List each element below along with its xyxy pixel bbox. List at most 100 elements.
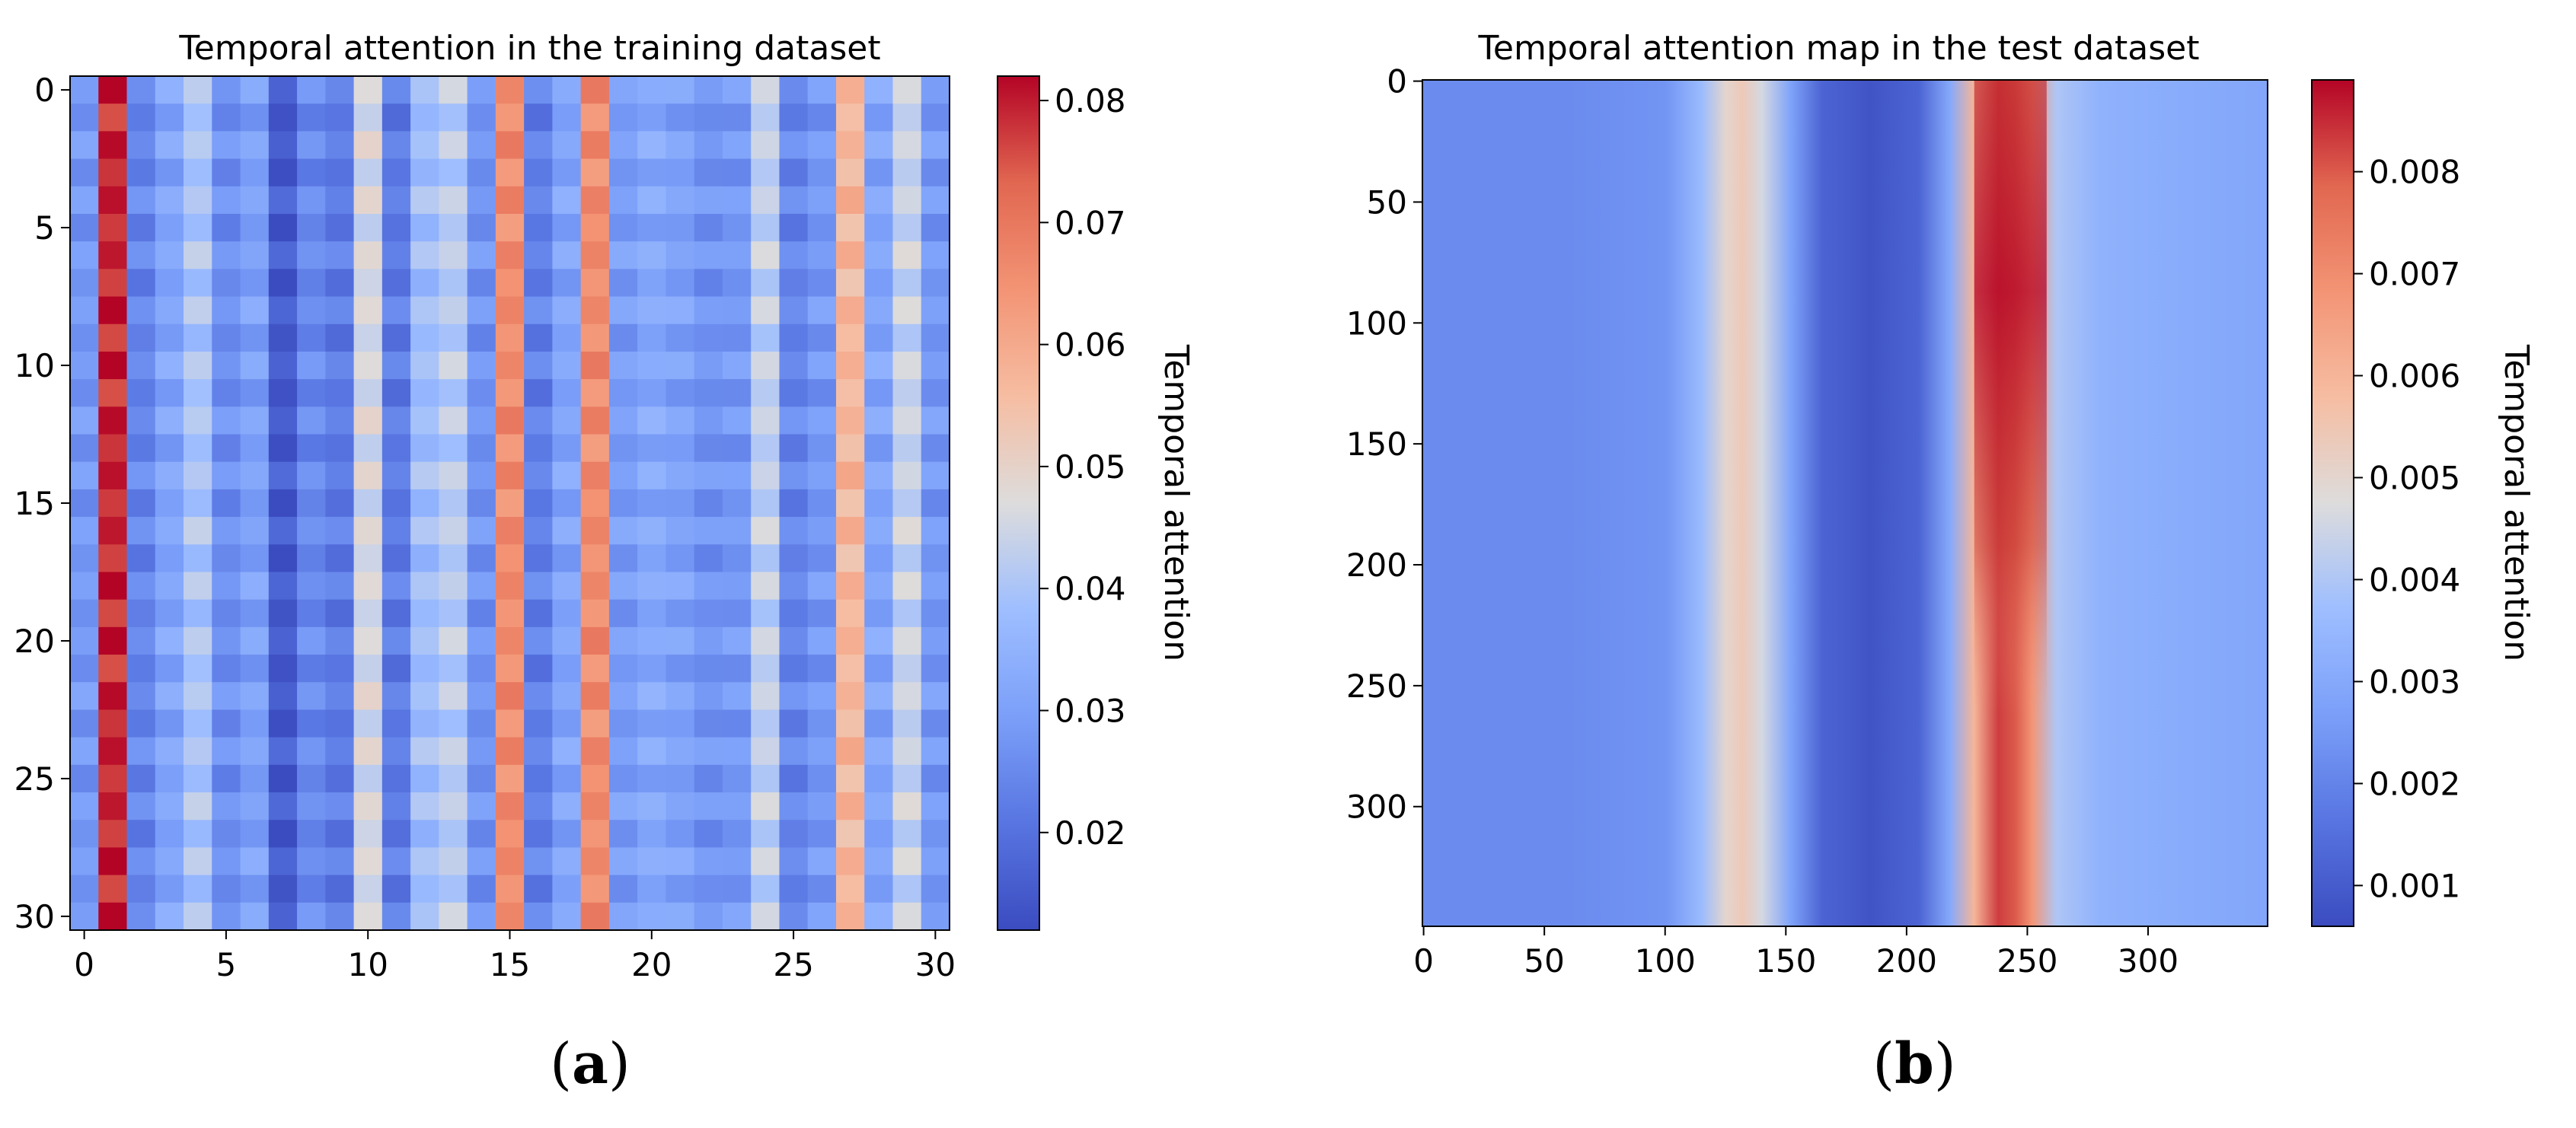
heatmap-cell xyxy=(608,764,638,793)
heatmap-cell xyxy=(666,489,695,518)
heatmap-cell xyxy=(495,517,525,545)
heatmap-cell xyxy=(155,434,184,463)
heatmap-cell xyxy=(552,737,582,766)
heatmap-cell xyxy=(70,131,99,160)
heatmap-cell xyxy=(835,572,865,601)
heatmap-cell xyxy=(297,902,326,931)
x-tick-label: 200 xyxy=(1876,942,1937,980)
heatmap-cell xyxy=(892,847,922,876)
heatmap-cell xyxy=(779,655,809,683)
heatmap-cell xyxy=(835,186,865,215)
heatmap-cell xyxy=(297,186,326,215)
heatmap-cell xyxy=(580,599,610,628)
heatmap-cell xyxy=(70,241,99,269)
heatmap-cell xyxy=(666,104,695,132)
heatmap-cell xyxy=(495,379,525,407)
heatmap-cell xyxy=(184,655,212,683)
heatmap-cell xyxy=(892,489,922,518)
heatmap-cell xyxy=(98,461,128,490)
heatmap-cell xyxy=(722,737,752,766)
heatmap-cell xyxy=(325,241,355,269)
heatmap-cell xyxy=(467,489,496,518)
heatmap-cell xyxy=(212,241,241,269)
heatmap-cell xyxy=(467,186,496,215)
heatmap-cell xyxy=(751,626,780,655)
x-tick-label: 10 xyxy=(347,946,388,983)
heatmap-cell xyxy=(608,737,638,766)
heatmap-cell xyxy=(467,847,496,876)
heatmap-cell xyxy=(921,544,950,573)
heatmap-cell xyxy=(467,820,496,849)
heatmap-cell xyxy=(70,489,99,518)
heatmap-cell xyxy=(155,296,184,325)
heatmap-cell xyxy=(467,131,496,160)
heatmap-cell xyxy=(524,131,553,160)
heatmap-cell xyxy=(184,379,212,407)
heatmap-cell xyxy=(439,847,468,876)
heatmap-cell xyxy=(921,655,950,683)
heatmap-cell xyxy=(184,351,212,380)
heatmap-cell xyxy=(410,655,439,683)
heatmap-cell xyxy=(212,655,241,683)
x-tick-label: 25 xyxy=(773,946,813,983)
heatmap-cell xyxy=(722,461,752,490)
heatmap-cell xyxy=(467,544,496,573)
heatmap-cell xyxy=(184,517,212,545)
heatmap-cell xyxy=(807,572,837,601)
heatmap-cell xyxy=(835,131,865,160)
heatmap-cell xyxy=(524,544,553,573)
heatmap-cell xyxy=(524,461,553,490)
heatmap-cell xyxy=(155,737,184,766)
chart-b-y-axis: 0 50 100 150 200 250 300 xyxy=(1346,63,1422,826)
heatmap-cell xyxy=(722,847,752,876)
x-tick-label: 30 xyxy=(915,946,956,983)
heatmap-cell xyxy=(381,517,411,545)
heatmap-cell xyxy=(212,406,241,435)
heatmap-cell xyxy=(467,296,496,325)
heatmap-cell xyxy=(353,213,383,242)
heatmap-cell xyxy=(439,682,468,711)
heatmap-cell xyxy=(467,737,496,766)
heatmap-cell xyxy=(297,764,326,793)
caption-a-letter: a xyxy=(572,1031,608,1097)
heatmap-cell xyxy=(126,158,156,187)
heatmap-cell xyxy=(495,241,525,269)
heatmap-cell xyxy=(70,764,99,793)
heatmap-cell xyxy=(155,544,184,573)
heatmap-cell xyxy=(921,213,950,242)
heatmap-cell xyxy=(155,76,184,104)
heatmap-cell xyxy=(268,104,298,132)
heatmap-cell xyxy=(807,76,837,104)
heatmap-cell xyxy=(126,241,156,269)
heatmap-cell xyxy=(268,351,298,380)
heatmap-cell xyxy=(381,406,411,435)
heatmap-cell xyxy=(268,655,298,683)
heatmap-cell xyxy=(495,104,525,132)
heatmap-cell xyxy=(353,655,383,683)
heatmap-cell xyxy=(439,461,468,490)
heatmap-cell xyxy=(240,131,270,160)
heatmap-cell xyxy=(892,682,922,711)
chart-a-x-axis: 0 5 10 15 20 25 30 xyxy=(74,930,956,983)
heatmap-cell xyxy=(70,186,99,215)
heatmap-cell xyxy=(240,847,270,876)
heatmap-cell xyxy=(864,764,894,793)
heatmap-cell xyxy=(835,489,865,518)
heatmap-cell xyxy=(381,792,411,821)
heatmap-cell xyxy=(637,131,667,160)
heatmap-cell xyxy=(666,655,695,683)
heatmap-cell xyxy=(212,489,241,518)
heatmap-cell xyxy=(637,351,667,380)
heatmap-cell xyxy=(353,847,383,876)
heatmap-cell xyxy=(779,764,809,793)
heatmap-cell xyxy=(467,682,496,711)
heatmap-cell xyxy=(524,158,553,187)
heatmap-cell xyxy=(268,241,298,269)
heatmap-cell xyxy=(637,875,667,903)
heatmap-cell xyxy=(467,351,496,380)
heatmap-cell xyxy=(126,792,156,821)
heatmap-cell xyxy=(921,104,950,132)
heatmap-cell xyxy=(892,434,922,463)
heatmap-cell xyxy=(921,709,950,738)
heatmap-cell xyxy=(126,572,156,601)
